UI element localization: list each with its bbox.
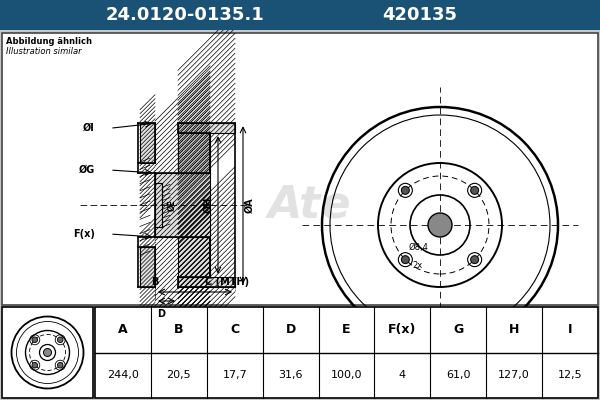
Text: B: B [151,277,158,287]
Text: 127,0: 127,0 [498,370,530,380]
Text: Ate: Ate [268,184,352,226]
Text: ØI: ØI [83,123,95,133]
Text: 24.0120-0135.1: 24.0120-0135.1 [106,6,265,24]
Text: F(x): F(x) [388,323,416,336]
Text: 100,0: 100,0 [331,370,362,380]
Text: E: E [342,323,351,336]
Circle shape [401,256,409,264]
Text: C (MTH): C (MTH) [205,277,249,287]
Circle shape [428,213,452,237]
Circle shape [470,256,479,264]
Text: I: I [568,323,572,336]
Text: G: G [453,323,463,336]
Text: D: D [286,323,296,336]
Text: Ø8,4: Ø8,4 [409,243,428,252]
Text: ØH: ØH [204,197,214,213]
Text: Abbildung ähnlich: Abbildung ähnlich [6,38,92,46]
Text: D: D [157,309,166,319]
Text: ØG: ØG [79,165,95,175]
Text: ØA: ØA [245,197,255,213]
Text: 420135: 420135 [383,6,458,24]
Text: 4: 4 [399,370,406,380]
Bar [2,307,93,398]
Text: B: B [174,323,184,336]
Bar [155,173,210,237]
Text: 61,0: 61,0 [446,370,470,380]
Circle shape [401,186,409,194]
Text: ØE: ØE [167,199,176,211]
Text: Illustration similar: Illustration similar [6,48,82,56]
Bar [178,237,210,277]
Bar [178,133,210,173]
Text: C: C [230,323,239,336]
Circle shape [32,337,38,342]
Bar [178,277,235,287]
Text: 244,0: 244,0 [107,370,139,380]
Circle shape [32,362,38,368]
Text: 31,6: 31,6 [278,370,303,380]
Text: 2x: 2x [412,261,422,270]
Bar [140,247,155,287]
Bar [2,33,598,305]
Bar [140,123,155,163]
Text: 12,5: 12,5 [558,370,583,380]
Circle shape [470,186,479,194]
Bar [95,307,598,398]
Circle shape [58,362,63,368]
Circle shape [44,348,52,356]
Text: 20,5: 20,5 [167,370,191,380]
Text: H: H [509,323,520,336]
Bar [178,123,235,133]
Text: 17,7: 17,7 [223,370,247,380]
Text: F(x): F(x) [73,229,95,239]
Bar [0,0,600,30]
Circle shape [58,337,63,342]
Text: A: A [118,323,128,336]
